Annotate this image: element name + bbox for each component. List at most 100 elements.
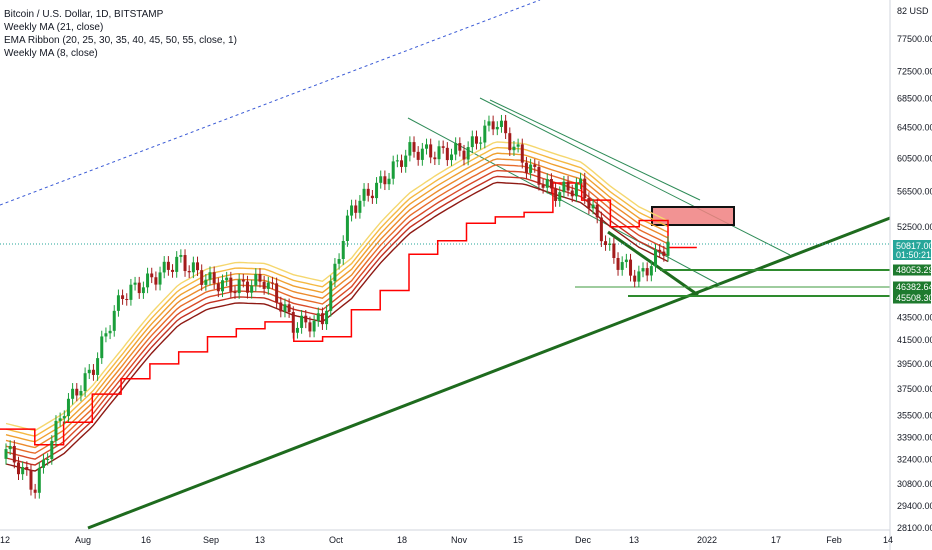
- candle-body: [208, 272, 212, 280]
- candle-body: [495, 126, 499, 130]
- price-tick-label: 30800.00: [897, 479, 932, 489]
- study-weekly-ma-21[interactable]: Weekly MA (21, close): [4, 22, 104, 33]
- candle-body: [225, 277, 229, 281]
- candle-body: [129, 284, 133, 300]
- wedge-line[interactable]: [607, 230, 699, 297]
- resistance-zone[interactable]: [651, 206, 735, 226]
- candle-body: [221, 280, 225, 292]
- candle-body: [425, 144, 429, 149]
- time-axis[interactable]: 12 Aug 16 Sep 13 Oct 18 Nov 15 Dec 13 2022 17 Feb 14: [0, 529, 893, 545]
- price-axis[interactable]: 82 USD 77500.00 72500.00 68500.00 64500.00 60…: [889, 0, 932, 550]
- symbol-title[interactable]: Bitcoin / U.S. Dollar, 1D, BITSTAMP: [4, 9, 164, 20]
- time-tick-label: Sep: [203, 535, 219, 545]
- price-tag-bg: [893, 281, 931, 293]
- candle-body: [404, 155, 408, 167]
- ema-ribbon-line: [5, 141, 669, 432]
- candle-body: [233, 291, 237, 294]
- candle-body: [529, 164, 533, 173]
- candle-body: [383, 176, 387, 185]
- candle-body: [579, 178, 583, 184]
- time-tick-label: 12: [0, 535, 10, 545]
- time-tick-label: Dec: [575, 535, 592, 545]
- candle-body: [449, 154, 453, 161]
- candle-body: [245, 281, 249, 293]
- ema-ribbon-line: [5, 169, 669, 460]
- candle-body: [512, 146, 516, 151]
- candle-body: [545, 179, 549, 188]
- candle-body: [50, 440, 54, 459]
- time-tick-label: 16: [141, 535, 151, 545]
- candle-body: [595, 204, 599, 218]
- candle-body: [46, 458, 50, 460]
- candle-body: [312, 320, 316, 332]
- candle-body: [96, 358, 100, 375]
- resistance-line-2[interactable]: [479, 97, 791, 256]
- candle-body: [487, 121, 491, 126]
- time-tick-label: 13: [629, 535, 639, 545]
- candle-body: [154, 277, 158, 285]
- candle-body: [620, 262, 624, 270]
- candle-body: [291, 312, 295, 333]
- candle-body: [470, 136, 474, 148]
- resistance-line-1[interactable]: [407, 117, 721, 286]
- candle-body: [241, 279, 245, 282]
- candle-body: [616, 258, 620, 270]
- candle-body: [29, 469, 33, 490]
- candle-body: [12, 445, 16, 463]
- candle-body: [445, 147, 449, 161]
- candle-body: [295, 327, 299, 333]
- candle-body: [400, 160, 404, 167]
- candle-body: [304, 315, 308, 323]
- candle-body: [25, 467, 29, 470]
- candle-body: [21, 467, 25, 475]
- candle-body: [212, 272, 216, 284]
- price-tag-bg: [893, 240, 931, 260]
- legend: Bitcoin / U.S. Dollar, 1D, BITSTAMP Week…: [4, 8, 237, 60]
- candle-body: [175, 256, 179, 272]
- candle-body: [645, 268, 649, 276]
- time-tick-label: 13: [255, 535, 265, 545]
- candle-body: [370, 195, 374, 199]
- drawings: [0, 0, 891, 530]
- candle-body: [320, 313, 324, 325]
- time-tick-label: 18: [397, 535, 407, 545]
- price-tag-value: 50817.00: [896, 241, 932, 251]
- candle-body: [216, 283, 220, 292]
- price-tick-label: 28100.00: [897, 523, 932, 533]
- candle-body: [258, 274, 262, 282]
- candle-body: [474, 136, 478, 144]
- dotted-trendline[interactable]: [0, 0, 541, 206]
- candle-body: [171, 269, 175, 272]
- price-tag-value: 45508.30: [896, 293, 932, 303]
- candle-body: [666, 241, 670, 256]
- price-tick-label: 37500.00: [897, 384, 932, 394]
- candle-body: [79, 391, 83, 396]
- time-tick-label: Aug: [75, 535, 91, 545]
- candle-body: [266, 282, 270, 289]
- resistance-line-3[interactable]: [489, 99, 701, 201]
- study-ema-ribbon[interactable]: EMA Ribbon (20, 25, 30, 35, 40, 45, 50, …: [4, 35, 237, 46]
- study-weekly-ma-8[interactable]: Weekly MA (8, close): [4, 48, 98, 59]
- candle-body: [33, 489, 37, 493]
- price-tick-label: 41500.00: [897, 335, 932, 345]
- candle-body: [87, 369, 91, 374]
- ema-ribbon-line: [5, 152, 669, 443]
- candle-body: [137, 282, 141, 294]
- time-tick-label: 14: [883, 535, 893, 545]
- candle-body: [599, 217, 603, 242]
- price-tick-label: 33900.00: [897, 433, 932, 443]
- support-trendline[interactable]: [87, 216, 891, 530]
- candle-body: [429, 144, 433, 158]
- candle-body: [458, 143, 462, 151]
- candle-body: [654, 249, 658, 267]
- candle-body: [633, 275, 637, 282]
- candle-body: [308, 322, 312, 332]
- candle-body: [254, 274, 258, 286]
- candle-body: [499, 120, 503, 127]
- price-tag: 45508.30: [893, 292, 932, 304]
- candle-body: [574, 183, 578, 197]
- candle-body: [100, 336, 104, 359]
